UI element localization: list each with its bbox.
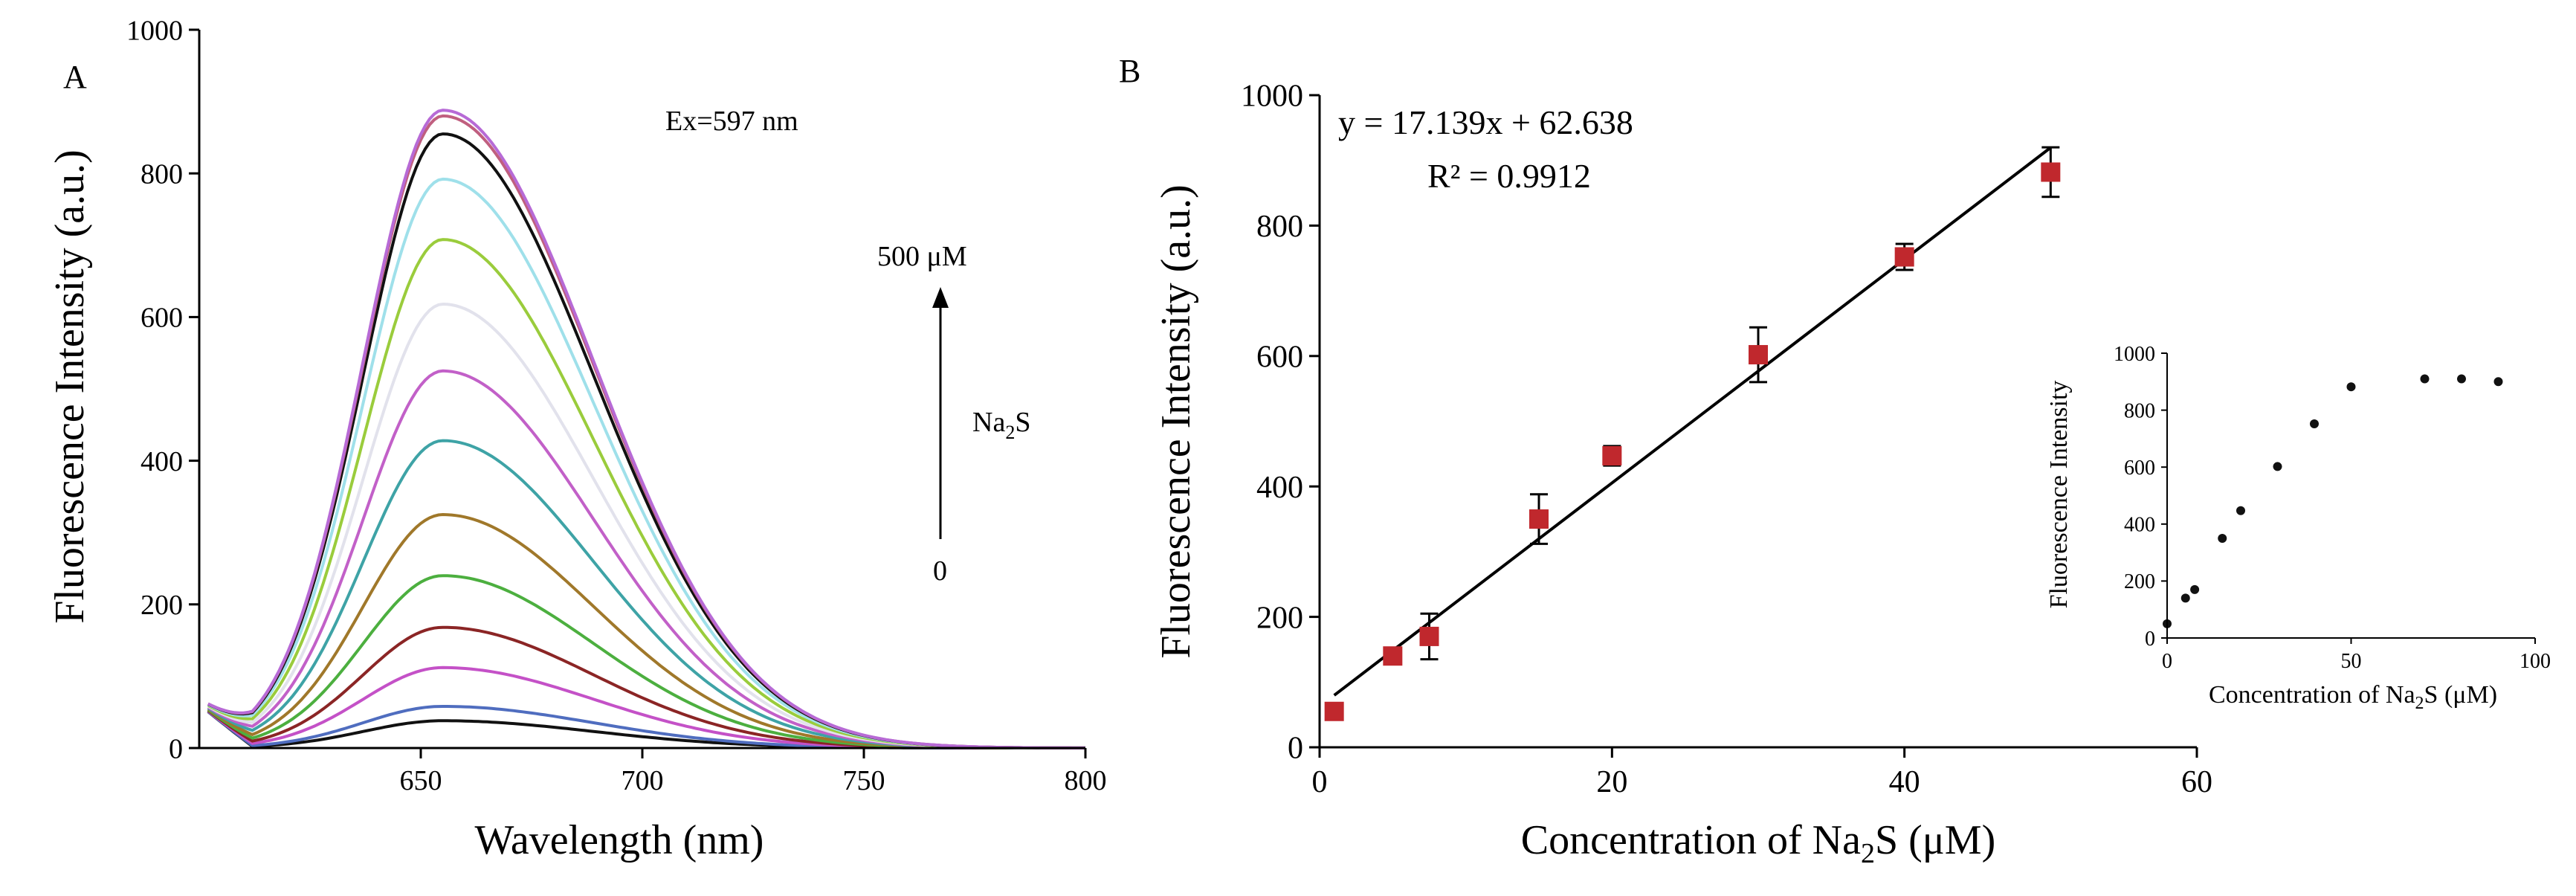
inset-y-tick-label: 600 <box>2124 457 2155 480</box>
arrow-bottom-label: 0 <box>933 555 947 587</box>
panel-b-x-axis-title: Concentration of Na2S (μM) <box>1521 817 1995 869</box>
inset-y-axis-title: Fluorescence Intensity <box>2045 381 2073 609</box>
inset-data-point <box>2310 419 2319 428</box>
data-point <box>2041 162 2061 182</box>
inset-x-tick-label: 0 <box>2162 650 2172 673</box>
inset-data-point <box>2346 382 2356 392</box>
panel-b-x-tick-label: 0 <box>1312 765 1328 799</box>
spectrum-curve-14 <box>207 109 1085 750</box>
inset-data-point <box>2218 533 2227 543</box>
panel-b-y-tick-label: 1000 <box>1241 80 1303 114</box>
panel-a-x-ticks: 650 700 750 800 <box>400 748 1107 796</box>
panel-a-y-tick-label: 800 <box>141 159 183 190</box>
inset-y-tick-label: 400 <box>2124 514 2155 537</box>
inset-data-point <box>2420 374 2430 384</box>
inset-data-point <box>2493 377 2503 387</box>
arrow-side-label: Na2S <box>972 407 1030 443</box>
panel-b-x-tick-label: 40 <box>1889 765 1920 799</box>
panel-b-y-ticks: 0 200 400 600 800 1000 <box>1241 80 1320 766</box>
inset-x-tick-label: 50 <box>2341 650 2362 673</box>
panel-a-y-tick-label: 1000 <box>126 15 183 46</box>
panel-b-x-tick-label: 60 <box>2181 765 2212 799</box>
inset-y-tick-label: 1000 <box>2114 343 2155 366</box>
panel-b-y-tick-label: 800 <box>1256 210 1303 244</box>
data-point <box>1324 701 1344 721</box>
linear-fit-line <box>1333 146 2052 697</box>
inset-y-tick-label: 200 <box>2124 570 2155 593</box>
panel-b-x-ticks: 0 20 40 60 <box>1312 747 2212 799</box>
panel-b-x-tick-label: 20 <box>1596 765 1627 799</box>
data-point <box>1529 509 1549 529</box>
panel-b-y-tick-label: 600 <box>1256 341 1303 375</box>
inset-y-ticks: 0 200 400 600 800 1000 <box>2114 343 2167 651</box>
inset-y-tick-label: 0 <box>2145 628 2155 651</box>
data-point <box>1602 445 1622 465</box>
inset-x-ticks: 0 50 100 <box>2162 638 2551 673</box>
concentration-arrow-head <box>932 287 949 308</box>
inset-points <box>2163 374 2503 628</box>
panel-a-x-tick-label: 750 <box>843 765 885 796</box>
panel-a-x-tick-label: 650 <box>400 765 442 796</box>
fit-equation: y = 17.139x + 62.638 <box>1338 103 1633 141</box>
inset-data-point <box>2190 584 2200 594</box>
panel-a-y-tick-label: 0 <box>169 733 183 764</box>
inset-data-point <box>2457 374 2466 384</box>
data-point <box>1419 626 1439 646</box>
panel-b-y-tick-label: 400 <box>1256 471 1303 505</box>
data-point <box>1383 646 1403 666</box>
inset-x-tick-label: 100 <box>2519 650 2551 673</box>
inset-data-point <box>2236 506 2245 515</box>
panel-a-curves <box>207 109 1086 750</box>
panel-b-calibration: B 0 200 400 600 800 1000 0 20 40 60 y = 17.139x … <box>1119 53 2212 869</box>
inset-data-point <box>2180 593 2190 603</box>
panel-a-x-axis-title: Wavelength (nm) <box>475 817 764 863</box>
panel-b-points <box>1324 146 2061 721</box>
panel-a-y-tick-label: 400 <box>141 446 183 477</box>
panel-a-y-axis-title: Fluorescence Intensity (a.u.) <box>47 149 93 624</box>
panel-a-y-tick-label: 600 <box>141 303 183 334</box>
panel-b-label: B <box>1119 53 1140 89</box>
panel-a-y-tick-label: 200 <box>141 590 183 621</box>
panel-a-x-tick-label: 700 <box>622 765 664 796</box>
inset-y-tick-label: 800 <box>2124 399 2155 422</box>
panel-b-y-tick-label: 200 <box>1256 601 1303 635</box>
panel-a-label: A <box>63 59 87 95</box>
inset-x-axis-title: Concentration of Na2S (μM) <box>2209 681 2497 713</box>
data-point <box>1749 345 1768 365</box>
inset-data-point <box>2273 462 2282 471</box>
panel-a-y-ticks: 0 200 400 600 800 1000 <box>126 15 199 764</box>
panel-b-y-axis-title: Fluorescence Intensity (a.u.) <box>1153 184 1199 659</box>
excitation-annotation: Ex=597 nm <box>665 106 798 137</box>
panel-b-fit-line <box>1333 146 2052 697</box>
panel-a-spectra: A 0 200 400 600 800 1000 650 700 750 800 Wavelen… <box>47 15 1107 863</box>
r-squared: R² = 0.9912 <box>1427 157 1591 195</box>
panel-b-y-tick-label: 0 <box>1288 732 1303 766</box>
arrow-top-label: 500 μM <box>877 241 967 272</box>
inset-saturation-curve: 0 200 400 600 800 1000 0 50 100 Concentration o… <box>2045 343 2551 713</box>
panel-a-x-tick-label: 800 <box>1065 765 1107 796</box>
data-point <box>1894 247 1914 267</box>
